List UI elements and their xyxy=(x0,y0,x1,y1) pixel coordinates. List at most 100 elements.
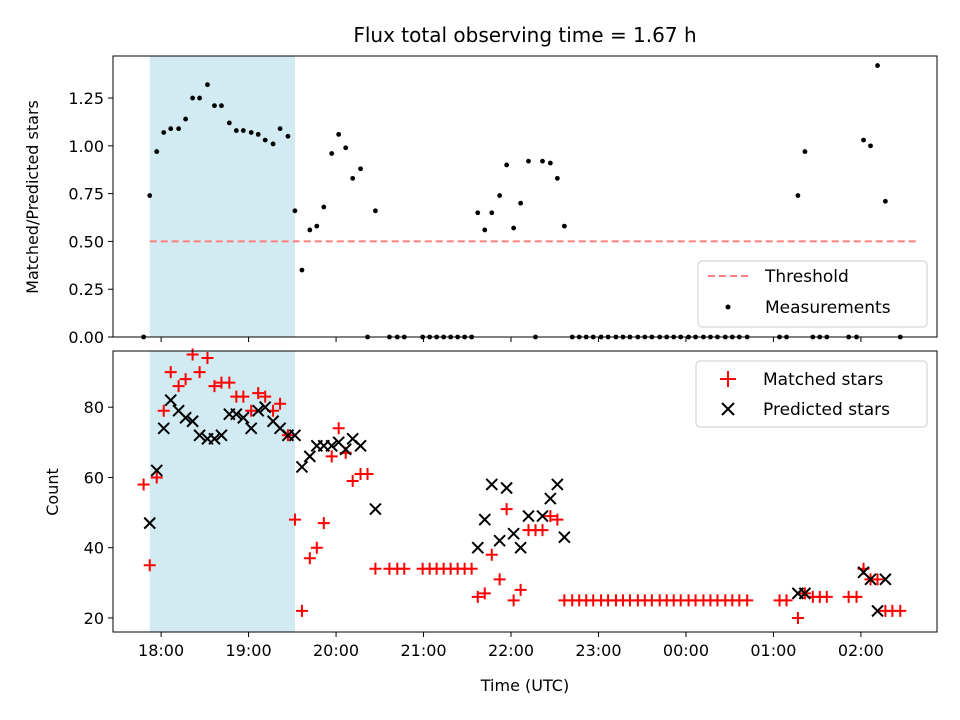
matched-star-marker xyxy=(514,583,527,596)
predicted-star-marker xyxy=(879,573,892,586)
measurement-point xyxy=(497,193,503,198)
measurement-point xyxy=(190,95,196,101)
predicted-star-marker xyxy=(143,516,156,530)
matched-star-marker xyxy=(137,478,150,491)
bottom-x-axis-ticks: 18:00 19:00 20:00 21:00 22:00 23:00 00:00 01:00… xyxy=(138,632,884,660)
measurement-point xyxy=(183,116,189,122)
top-y-axis-ticks: 0.00 0.25 0.50 0.75 1.00 1.25 xyxy=(68,89,113,347)
matched-star-marker xyxy=(274,397,287,410)
matched-star-marker xyxy=(201,352,214,365)
measurement-point xyxy=(511,225,517,231)
predicted-star-marker xyxy=(478,513,491,526)
predicted-star-marker xyxy=(500,481,513,495)
bottom-legend-box xyxy=(695,360,928,428)
matched-star-marker xyxy=(157,404,170,417)
measurement-point xyxy=(343,145,349,151)
predicted-star-marker xyxy=(157,422,170,435)
matched-star-marker xyxy=(544,510,557,523)
predicted-star-marker xyxy=(558,530,571,544)
predicted-star-marker xyxy=(230,408,243,421)
measurement-point xyxy=(875,63,880,68)
predicted-star-marker xyxy=(150,464,163,477)
predicted-star-marker xyxy=(303,450,317,463)
measurement-point xyxy=(240,128,246,133)
measurement-point xyxy=(212,103,217,109)
x-tick-label: 00:00 xyxy=(663,641,709,660)
measurement-point xyxy=(861,137,866,143)
measurement-point xyxy=(307,227,313,233)
measurement-point xyxy=(226,120,232,126)
predicted-star-marker xyxy=(354,439,367,453)
matched-star-marker xyxy=(465,562,478,575)
top-legend-box xyxy=(697,260,928,328)
measurement-point xyxy=(373,208,378,214)
measurement-point xyxy=(561,223,567,229)
matched-star-marker xyxy=(303,552,316,565)
matched-star-marker xyxy=(780,594,793,607)
y-tick-label: 0.25 xyxy=(68,280,104,299)
top-legend: Threshold Measurements xyxy=(697,260,928,328)
measurement-point xyxy=(205,82,210,88)
measurement-point xyxy=(262,137,268,143)
matched-star-marker xyxy=(551,513,564,526)
matched-star-marker xyxy=(398,562,411,575)
y-tick-label: 0.75 xyxy=(68,185,104,204)
y-tick-label: 80 xyxy=(84,398,104,417)
measurement-point xyxy=(358,166,363,172)
predicted-star-marker xyxy=(522,509,535,523)
matched-star-marker xyxy=(325,450,338,463)
predicted-star-marker xyxy=(325,439,338,453)
matched-star-marker xyxy=(493,573,506,586)
matched-star-marker xyxy=(369,562,382,575)
predicted-star-marker xyxy=(485,478,498,491)
matched-star-marker xyxy=(288,513,301,526)
predicted-star-marker xyxy=(164,393,177,407)
measurement-point xyxy=(147,193,153,198)
predicted-star-marker xyxy=(215,429,228,442)
y-tick-label: 0.00 xyxy=(68,328,104,347)
x-tick-label: 02:00 xyxy=(838,641,884,660)
x-tick-label: 18:00 xyxy=(138,641,184,660)
predicted-star-marker xyxy=(798,587,812,600)
bottom-y-axis-label: Count xyxy=(43,468,62,516)
matched-star-marker xyxy=(478,587,491,600)
matched-star-marker xyxy=(850,590,863,603)
top-y-axis-label: Matched/Predicted stars xyxy=(23,100,42,294)
y-tick-label: 40 xyxy=(84,539,104,558)
measurements-legend-label: Measurements xyxy=(765,298,891,318)
measurement-point xyxy=(795,193,801,198)
matched-star-marker xyxy=(208,380,221,393)
matched-star-marker xyxy=(259,390,272,403)
measurements-legend-swatch xyxy=(725,304,731,310)
x-tick-label: 19:00 xyxy=(226,641,272,660)
predicted-star-marker xyxy=(251,404,265,417)
predicted-star-marker xyxy=(471,541,484,554)
measurement-point xyxy=(868,143,873,149)
matched-star-marker xyxy=(485,548,498,561)
measurement-point xyxy=(554,175,560,181)
matched-star-marker xyxy=(310,541,323,554)
y-tick-label: 20 xyxy=(84,609,104,628)
predicted-star-marker xyxy=(258,400,272,414)
predicted-star-marker xyxy=(295,460,309,474)
predicted-legend-label: Predicted stars xyxy=(763,400,890,420)
predicted-star-marker xyxy=(186,415,199,428)
matched-star-marker xyxy=(143,559,156,572)
predicted-star-marker xyxy=(237,411,250,424)
matched-star-marker xyxy=(346,474,359,487)
x-tick-label: 21:00 xyxy=(400,641,446,660)
x-tick-label: 01:00 xyxy=(750,641,796,660)
measurement-point xyxy=(277,126,283,132)
top-axes-frame xyxy=(112,55,938,338)
observing-window-shade xyxy=(149,56,295,337)
matched-star-marker xyxy=(172,380,185,393)
y-tick-label: 1.25 xyxy=(68,89,104,108)
matched-star-marker xyxy=(193,366,206,379)
predicted-star-marker xyxy=(871,604,884,618)
measurement-point xyxy=(547,160,553,166)
measurement-point xyxy=(176,126,182,132)
predicted-star-marker xyxy=(514,541,527,554)
measurement-point xyxy=(336,131,342,137)
chart-title: Flux total observing time = 1.67 h xyxy=(353,23,696,47)
